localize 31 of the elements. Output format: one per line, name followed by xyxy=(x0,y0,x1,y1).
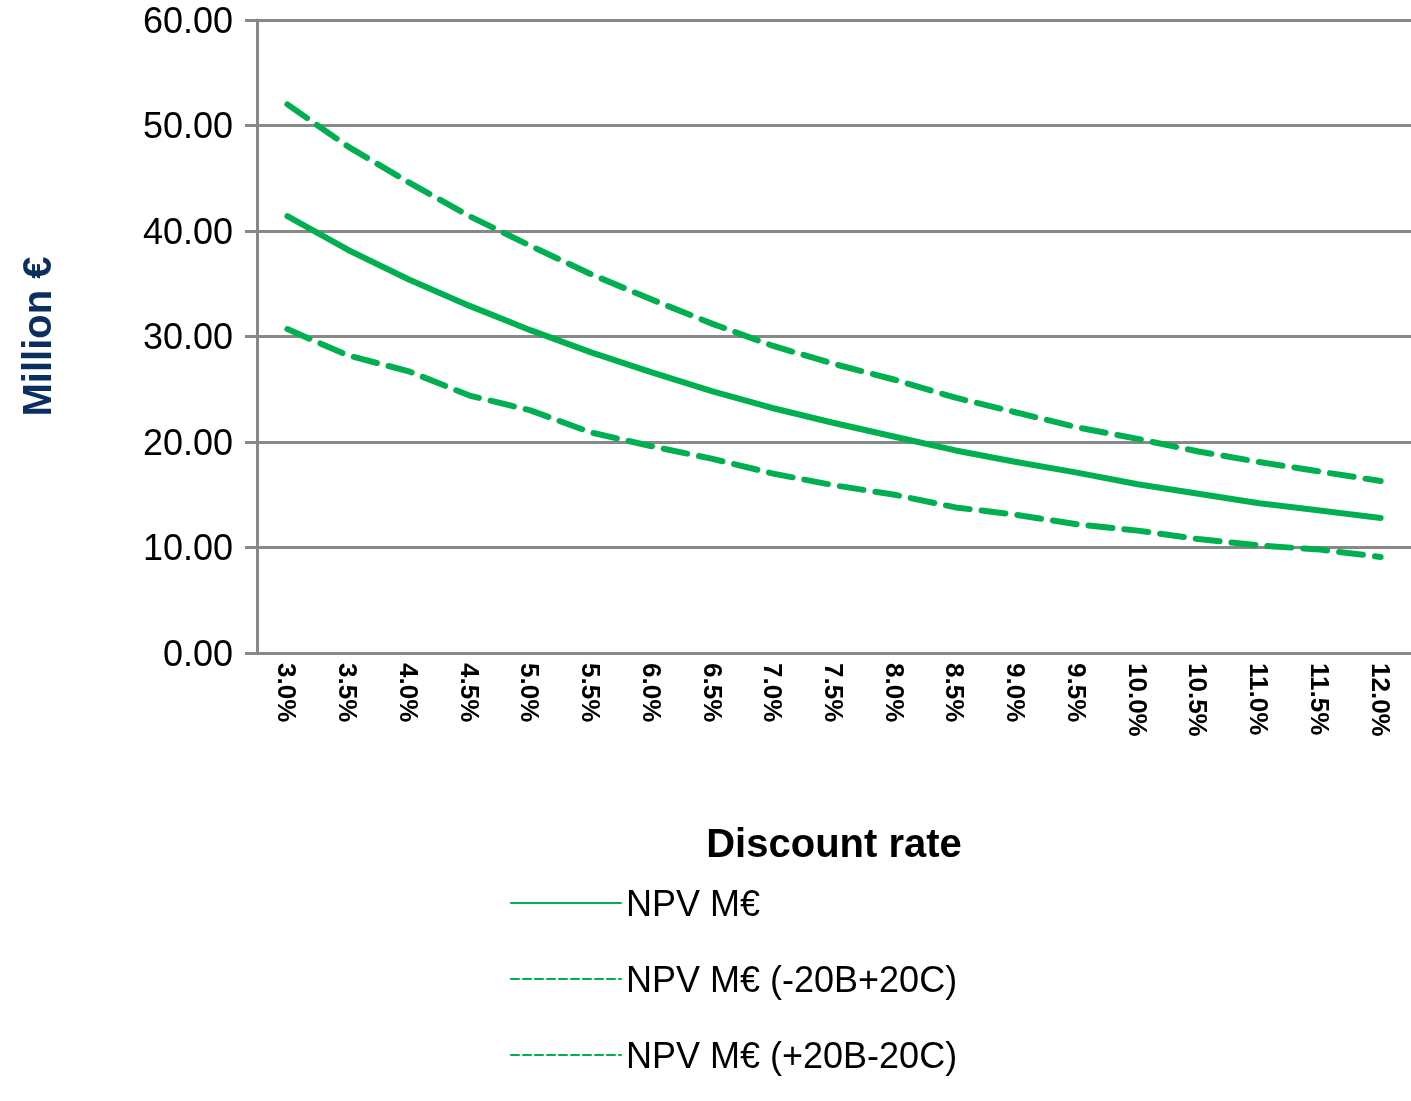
x-tick-label: 8.0% xyxy=(879,663,910,723)
x-tick-label: 12.0% xyxy=(1365,663,1396,737)
x-tick-label: 7.5% xyxy=(819,663,849,723)
x-tick-label: 5.5% xyxy=(576,663,607,723)
x-tick-label: 3.5% xyxy=(333,663,364,723)
y-tick-label: 60.00 xyxy=(142,0,233,41)
x-tick-label: 7.0% xyxy=(758,663,789,723)
x-tick-label: 4.0% xyxy=(393,663,424,723)
x-tick-label: 4.5% xyxy=(454,663,485,723)
x-tick-label: 3.0% xyxy=(272,663,303,723)
y-tick-label: 40.00 xyxy=(142,210,233,252)
x-tick-label: 11.5% xyxy=(1304,663,1335,736)
legend-label: NPV M€ (-20B+20C) xyxy=(626,958,958,1000)
y-tick-label: 20.00 xyxy=(142,421,233,463)
legend-label: NPV M€ xyxy=(626,882,761,924)
y-tick-label: 0.00 xyxy=(162,632,233,674)
x-tick-label: 11.0% xyxy=(1244,663,1275,736)
x-tick-label: 6.0% xyxy=(636,663,667,723)
x-tick-label: 10.0% xyxy=(1122,663,1153,737)
y-tick-label: 30.00 xyxy=(142,316,233,357)
x-tick-label: 9.0% xyxy=(1001,663,1032,723)
x-tick-label: 6.5% xyxy=(697,663,728,723)
legend-label: NPV M€ (+20B-20C) xyxy=(626,1034,958,1076)
x-tick-label: 5.0% xyxy=(515,663,546,723)
x-tick-label: 8.5% xyxy=(940,663,971,723)
y-tick-label: 50.00 xyxy=(142,105,233,146)
y-tick-label: 10.00 xyxy=(142,527,233,568)
y-axis-title: Million € xyxy=(15,256,59,417)
x-axis-title: Discount rate xyxy=(706,821,962,865)
x-tick-label: 10.5% xyxy=(1183,663,1214,737)
x-tick-label: 9.5% xyxy=(1061,663,1092,723)
